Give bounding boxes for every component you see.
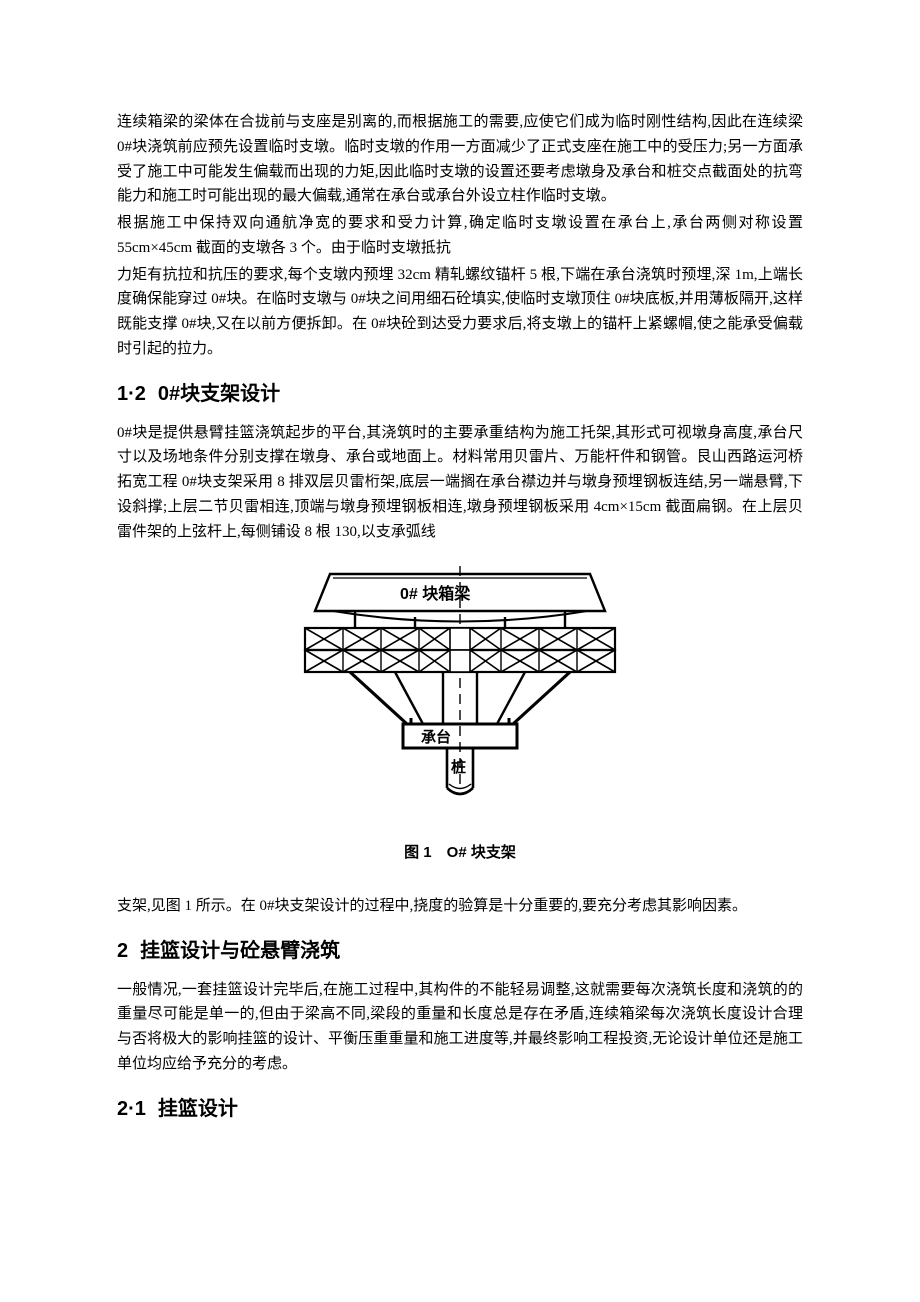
fig-label-pile: 桩: [451, 758, 466, 776]
heading-number: 1·2: [117, 383, 146, 405]
heading-2: 2 挂篮设计与砼悬臂浇筑: [117, 935, 803, 968]
heading-number: 2·1: [117, 1098, 146, 1120]
paragraph-4: 0#块是提供悬臂挂篮浇筑起步的平台,其浇筑时的主要承重结构为施工托架,其形式可视…: [117, 421, 803, 545]
heading-title: 挂篮设计: [158, 1098, 238, 1120]
heading-number: 2: [117, 940, 128, 962]
figure-1-diagram: 0# 块箱梁: [295, 566, 625, 826]
fig-label-cap: 承台: [421, 728, 451, 746]
heading-2-1: 2·1 挂篮设计: [117, 1093, 803, 1126]
paragraph-2: 根据施工中保持双向通航净宽的要求和受力计算,确定临时支墩设置在承台上,承台两侧对…: [117, 211, 803, 261]
heading-title: 挂篮设计与砼悬臂浇筑: [140, 940, 340, 962]
paragraph-6: 一般情况,一套挂篮设计完毕后,在施工过程中,其构件的不能轻易调整,这就需要每次浇…: [117, 978, 803, 1077]
heading-1-2: 1·2 0#块支架设计: [117, 378, 803, 411]
paragraph-5: 支架,见图 1 所示。在 0#块支架设计的过程中,挠度的验算是十分重要的,要充分…: [117, 894, 803, 919]
paragraph-1: 连续箱梁的梁体在合拢前与支座是别离的,而根据施工的需要,应使它们成为临时刚性结构…: [117, 110, 803, 209]
figure-1: 0# 块箱梁: [117, 566, 803, 866]
paragraph-3: 力矩有抗拉和抗压的要求,每个支墩内预埋 32cm 精轧螺纹锚杆 5 根,下端在承…: [117, 263, 803, 362]
heading-title: 0#块支架设计: [158, 383, 280, 405]
figure-1-caption: 图 1 O# 块支架: [117, 841, 803, 866]
